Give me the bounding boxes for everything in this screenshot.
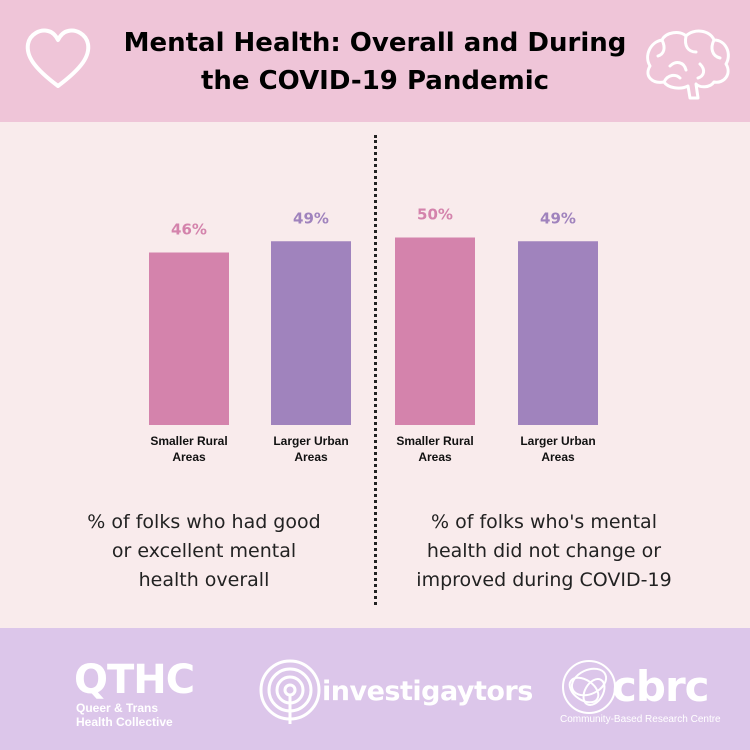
- cbrc-full-name: Community-Based Research Centre: [560, 714, 721, 725]
- investigaytors-wordmark: investigaytors: [322, 676, 533, 707]
- qthc-name: Queer & Trans Health Collective: [76, 701, 206, 729]
- page-title: Mental Health: Overall and During the CO…: [110, 24, 640, 100]
- caption-left-line-3: health overall: [138, 569, 270, 591]
- qthc-name-line-1: Queer & Trans: [76, 701, 159, 715]
- bar-1-urban: [271, 241, 351, 425]
- qthc-name-line-2: Health Collective: [76, 715, 173, 729]
- brain-icon: [646, 29, 730, 100]
- category-label-1-2-line-2: Areas: [294, 450, 328, 464]
- caption-right: % of folks who's mental health did not c…: [379, 508, 709, 595]
- footer-logos: QTHC Queer & Trans Health Collective inv…: [0, 628, 750, 750]
- title-line-1: Mental Health: Overall and During: [123, 28, 627, 58]
- category-label-2-2-line-2: Areas: [541, 450, 575, 464]
- category-label-1-2-line-1: Larger Urban: [273, 434, 348, 448]
- value-label-2-1: 50%: [417, 206, 453, 224]
- bar-charts: 46% Smaller Rural Areas 49% Larger Urban Area…: [149, 206, 598, 464]
- caption-right-line-1: % of folks who's mental: [431, 511, 657, 533]
- category-label-1-1-line-1: Smaller Rural: [150, 434, 227, 448]
- divider-line: [374, 135, 377, 605]
- caption-right-line-3: improved during COVID-19: [416, 569, 672, 591]
- caption-right-line-2: health did not change or: [426, 540, 662, 562]
- header-banner: Mental Health: Overall and During the CO…: [0, 0, 750, 122]
- category-label-1-1-line-2: Areas: [172, 450, 206, 464]
- bar-2-rural: [395, 237, 475, 425]
- bar-2-urban: [518, 241, 598, 425]
- investigaytors-icon: [259, 659, 321, 724]
- bar-1-rural: [149, 252, 229, 425]
- value-label-1-1: 46%: [171, 221, 207, 239]
- caption-left-line-2: or excellent mental: [111, 540, 297, 562]
- value-label-1-2: 49%: [293, 209, 329, 227]
- category-label-2-1-line-2: Areas: [418, 450, 452, 464]
- qthc-abbr: QTHC: [74, 657, 195, 703]
- caption-left-line-1: % of folks who had good: [87, 511, 321, 533]
- value-label-2-2: 49%: [540, 209, 576, 227]
- title-line-2: the COVID-19 Pandemic: [200, 66, 550, 96]
- heart-icon: [25, 28, 91, 88]
- cbrc-icon: [562, 660, 616, 714]
- cbrc-abbr: cbrc: [612, 662, 710, 711]
- caption-left: % of folks who had good or excellent men…: [39, 508, 369, 595]
- category-label-2-2-line-1: Larger Urban: [520, 434, 595, 448]
- category-label-2-1-line-1: Smaller Rural: [396, 434, 473, 448]
